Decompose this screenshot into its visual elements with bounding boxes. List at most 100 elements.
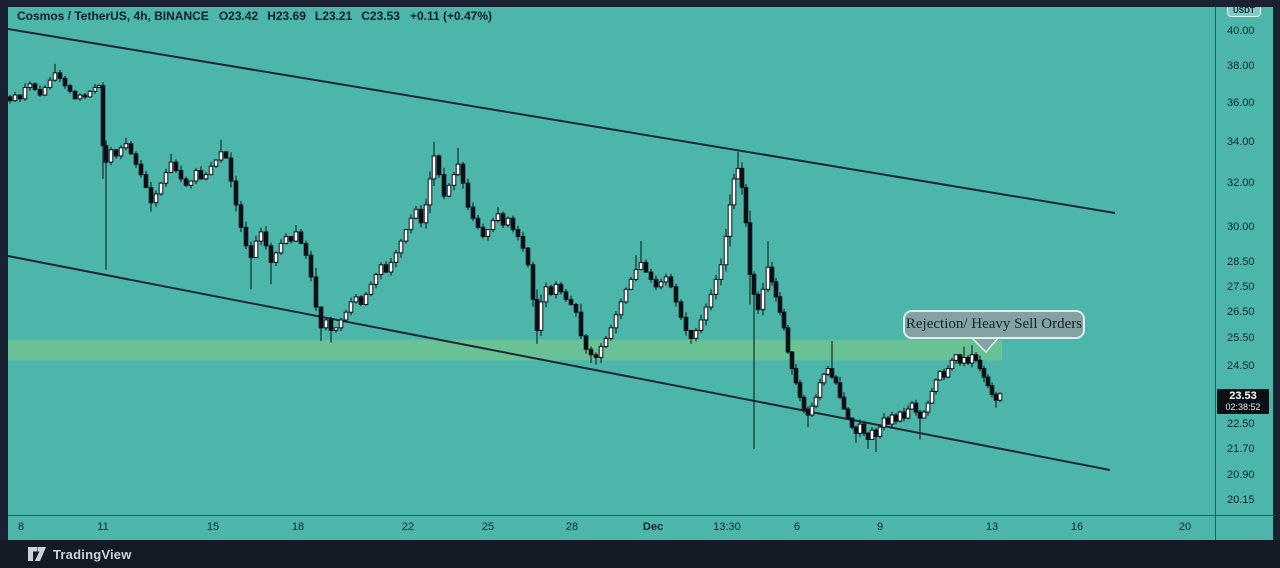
candle-body [703, 306, 709, 321]
time-axis[interactable]: 8 11 15 18 22 25 28 Dec 13:30 6 9 13 16 20 [8, 516, 1215, 540]
candle-body [563, 291, 569, 300]
candle-body [723, 235, 729, 266]
candle-body [333, 327, 339, 331]
price-tick-label: 20.90 [1227, 468, 1255, 481]
candle-body [638, 261, 644, 271]
time-tick-label: 28 [565, 521, 579, 533]
symbol-title[interactable]: Cosmos / TetherUS, 4h, BINANCE [17, 9, 209, 23]
candle-body [603, 337, 609, 348]
candle-body [845, 408, 851, 419]
candle-body [298, 231, 304, 244]
time-axis-separator[interactable] [8, 515, 1273, 516]
candle-body [138, 163, 144, 176]
candle-body [398, 240, 404, 254]
candle-body [22, 87, 28, 100]
candle-body [455, 163, 461, 176]
time-tick-label: 22 [401, 521, 415, 533]
candle-body [418, 208, 424, 224]
candle-body [760, 288, 766, 311]
price-axis[interactable]: USDT 23.53 02:38:52 40.00 38.00 36.00 34.00… [1216, 0, 1273, 540]
candle-body [47, 79, 53, 89]
candle-body [881, 417, 887, 428]
candle-body [777, 296, 783, 313]
candle-body [653, 278, 659, 288]
window-top-border [0, 0, 1280, 7]
candle-body [485, 229, 491, 237]
price-tick-label: 40.00 [1227, 24, 1255, 37]
candle-body [598, 346, 604, 359]
candle-body [198, 169, 204, 180]
candle-body [578, 311, 584, 337]
candle-body [338, 319, 344, 329]
candle-body [268, 245, 274, 263]
candle-body [534, 298, 540, 331]
candle-body [233, 180, 239, 206]
candle-body [643, 261, 649, 273]
candle-body [961, 357, 967, 364]
candle-body [208, 165, 214, 176]
candle-body [318, 306, 324, 329]
candle-body [278, 242, 284, 254]
time-tick-label: 25 [481, 521, 495, 533]
candle-body [985, 376, 991, 387]
candle-body [953, 354, 959, 361]
price-tick-label: 28.50 [1227, 256, 1255, 269]
candle-body [383, 264, 389, 273]
candle-body [658, 281, 664, 288]
candle-body [133, 153, 139, 165]
candle-body [765, 266, 771, 290]
candle-body [618, 301, 624, 316]
candle-body [633, 269, 639, 280]
candle-body [849, 417, 855, 428]
candle-body [128, 143, 134, 155]
candle-body [673, 286, 679, 303]
candle-body [825, 368, 831, 375]
price-tick-label: 25.50 [1227, 332, 1255, 345]
candle-body [989, 385, 995, 395]
candle-body [718, 264, 724, 280]
candle-body [373, 274, 379, 285]
candle-body [678, 301, 684, 318]
tradingview-brand-text[interactable]: TradingView [53, 546, 132, 562]
candle-body [393, 252, 399, 263]
candle-body [153, 193, 159, 204]
candle-body [82, 94, 88, 98]
candle-body [368, 283, 374, 295]
candle-body [853, 426, 859, 434]
candle-body [525, 247, 531, 266]
candle-body [981, 368, 987, 378]
candle-body [470, 206, 476, 219]
price-tick-label: 21.70 [1227, 442, 1255, 455]
candle-body [173, 161, 179, 171]
candle-body [42, 87, 48, 96]
candle-body [7, 96, 13, 102]
candle-body [118, 147, 124, 157]
candle-body [530, 264, 536, 300]
tradingview-logo-icon[interactable] [28, 546, 46, 562]
candle-body [27, 83, 33, 89]
candle-body [223, 151, 229, 159]
price-tick-label: 24.50 [1227, 359, 1255, 372]
candle-body [213, 159, 219, 167]
candle-body [913, 402, 919, 413]
price-axis-separator[interactable] [1215, 2, 1216, 540]
candle-body [500, 213, 506, 226]
candle-body [727, 204, 733, 237]
candle-body [997, 392, 1003, 401]
candle-body [909, 402, 915, 410]
candle-body [423, 204, 429, 224]
candle-body [558, 283, 564, 293]
time-tick-label: 20 [1178, 521, 1192, 533]
candle-body [698, 319, 704, 331]
candle-body [431, 155, 437, 180]
candle-body [857, 423, 863, 434]
candle-body [248, 245, 254, 259]
candle-body [495, 213, 501, 222]
annotation-callout[interactable]: Rejection/ Heavy Sell Orders [903, 310, 1085, 339]
time-tick-label: 6 [793, 521, 801, 533]
candle-body [773, 281, 779, 298]
candle-body [841, 396, 847, 410]
candle-body [543, 286, 549, 303]
candle-body [969, 354, 975, 364]
